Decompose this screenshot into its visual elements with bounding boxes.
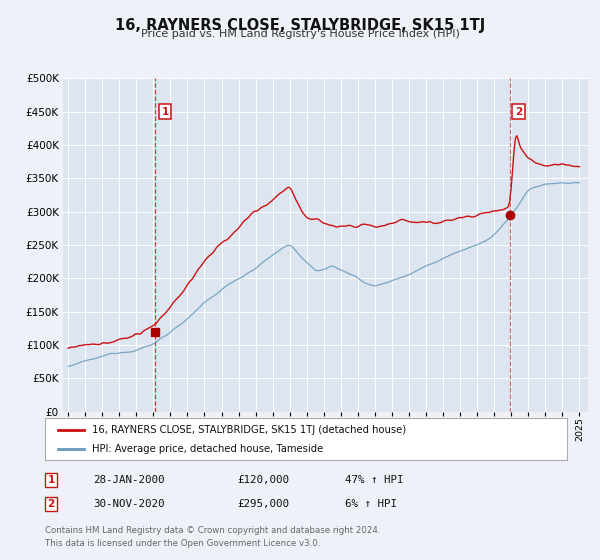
Text: HPI: Average price, detached house, Tameside: HPI: Average price, detached house, Tame… <box>92 445 323 454</box>
Text: 30-NOV-2020: 30-NOV-2020 <box>93 499 164 509</box>
Text: 47% ↑ HPI: 47% ↑ HPI <box>345 475 404 485</box>
Text: 28-JAN-2000: 28-JAN-2000 <box>93 475 164 485</box>
Text: This data is licensed under the Open Government Licence v3.0.: This data is licensed under the Open Gov… <box>45 539 320 548</box>
Text: 16, RAYNERS CLOSE, STALYBRIDGE, SK15 1TJ (detached house): 16, RAYNERS CLOSE, STALYBRIDGE, SK15 1TJ… <box>92 425 406 435</box>
Text: £120,000: £120,000 <box>237 475 289 485</box>
Text: 16, RAYNERS CLOSE, STALYBRIDGE, SK15 1TJ: 16, RAYNERS CLOSE, STALYBRIDGE, SK15 1TJ <box>115 18 485 33</box>
Text: 6% ↑ HPI: 6% ↑ HPI <box>345 499 397 509</box>
Text: 2: 2 <box>515 107 522 116</box>
Text: 1: 1 <box>161 107 169 116</box>
Text: Contains HM Land Registry data © Crown copyright and database right 2024.: Contains HM Land Registry data © Crown c… <box>45 526 380 535</box>
Text: £295,000: £295,000 <box>237 499 289 509</box>
Text: 2: 2 <box>47 499 55 509</box>
Text: Price paid vs. HM Land Registry's House Price Index (HPI): Price paid vs. HM Land Registry's House … <box>140 29 460 39</box>
Text: 1: 1 <box>47 475 55 485</box>
